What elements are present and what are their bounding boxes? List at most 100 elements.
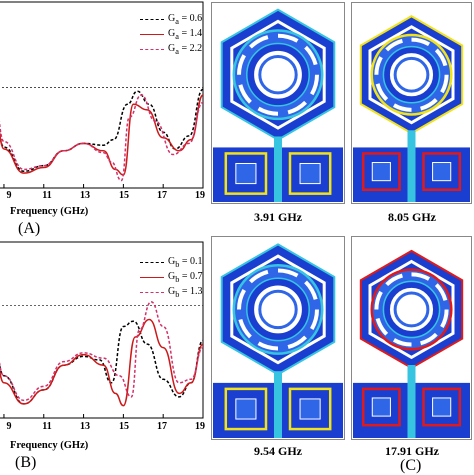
- arc-slot: [304, 280, 318, 300]
- hexagon-slot: [368, 25, 455, 125]
- arc-slot: [375, 317, 389, 336]
- x-tick-label: 9: [6, 421, 12, 432]
- x-tick-label: 11: [42, 421, 52, 432]
- panel-label-b: (B): [15, 454, 37, 471]
- arc-slot: [419, 98, 438, 111]
- x-tick-label: 11: [42, 190, 52, 201]
- arc-slot: [309, 309, 319, 330]
- x-tick-label: 9: [6, 190, 12, 201]
- x-tick-label: 17: [157, 421, 167, 432]
- legend-a: Ga = 0.6 Ga = 1.4 Ga = 2.2: [140, 12, 202, 57]
- center-ring: [258, 289, 298, 330]
- resonator-core: [235, 398, 257, 420]
- x-tick-label: 17: [157, 190, 167, 201]
- arc-slot: [249, 269, 269, 284]
- series-line: [0, 88, 204, 173]
- center-ring: [393, 291, 430, 328]
- map-caption: 9.54 GHz: [254, 444, 302, 458]
- legend-entry: Ga = 0.6: [140, 12, 202, 27]
- plot-a-canvas: [0, 1, 204, 189]
- arc-slot: [440, 309, 449, 328]
- arc-slot: [385, 38, 404, 52]
- center-hole: [254, 285, 302, 334]
- legend-swatch: [140, 262, 164, 263]
- arc-slot: [257, 341, 279, 351]
- field-map-canvas: [211, 2, 345, 204]
- legend-swatch: [140, 277, 164, 278]
- series-line: [0, 94, 204, 176]
- center-hole: [389, 53, 434, 97]
- field-map: [351, 2, 472, 209]
- map-caption: 3.91 GHz: [254, 210, 302, 224]
- feed-line: [274, 371, 282, 438]
- x-axis-label: Frequency (GHz): [10, 206, 89, 217]
- series-line: [0, 301, 204, 402]
- feed-line: [274, 136, 282, 202]
- x-tick-label: 13: [80, 421, 90, 432]
- resonator-core: [371, 397, 391, 417]
- legend-swatch: [140, 292, 164, 293]
- arc-slot: [249, 35, 269, 49]
- feed-line: [407, 365, 416, 438]
- arc-slot: [419, 332, 438, 346]
- arc-slot: [238, 318, 252, 339]
- plot-frame: [0, 241, 204, 419]
- plot-a: Ga = 0.6 Ga = 1.4 Ga = 2.2 9 11 13 15 17…: [0, 0, 205, 240]
- plot-b-canvas: [0, 241, 204, 419]
- resonator-core: [299, 398, 321, 420]
- arc-slot: [440, 74, 449, 94]
- arc-slot: [375, 83, 389, 101]
- panel-label-c: (C): [400, 457, 422, 474]
- arc-slot: [411, 272, 431, 281]
- x-tick-label: 15: [119, 421, 129, 432]
- arc-slot: [238, 84, 252, 104]
- arc-slot: [309, 74, 319, 96]
- resonator-core: [432, 397, 452, 417]
- legend-swatch: [140, 49, 164, 50]
- hexagon-slot: [230, 19, 326, 130]
- series-line: [0, 318, 204, 407]
- feed-line: [407, 130, 416, 202]
- legend-entry: Gb = 0.7: [140, 270, 203, 285]
- plot-b: Gb = 0.1 Gb = 0.7 Gb = 1.3 9 11 13 15 17…: [0, 240, 205, 474]
- arc-slot: [434, 283, 448, 301]
- arc-slot: [392, 338, 412, 347]
- resonator-core: [235, 162, 257, 185]
- center-hole: [254, 50, 302, 99]
- legend-entry: Ga = 1.4: [140, 27, 202, 42]
- legend-entry: Gb = 1.3: [140, 285, 203, 300]
- field-map-canvas: [351, 2, 472, 204]
- map-caption: 8.05 GHz: [388, 210, 436, 224]
- arc-slot: [277, 33, 299, 43]
- arc-slot: [411, 37, 431, 47]
- arc-slot: [287, 100, 307, 115]
- arc-slot: [237, 288, 247, 310]
- legend-b: Gb = 0.1 Gb = 0.7 Gb = 1.3: [140, 255, 203, 300]
- field-map: [211, 236, 345, 445]
- hexagon-slot: [368, 259, 455, 360]
- legend-entry: Ga = 2.2: [140, 42, 202, 57]
- field-map-canvas: [351, 236, 472, 440]
- resonator-core: [299, 162, 321, 185]
- arc-slot: [385, 273, 404, 287]
- x-tick-label: 19: [195, 190, 205, 201]
- arc-slot: [257, 106, 279, 116]
- arc-slot: [277, 268, 299, 278]
- x-axis-label: Frequency (GHz): [10, 440, 89, 451]
- arc-slot: [374, 290, 383, 310]
- x-tick-label: 19: [195, 421, 205, 432]
- legend-entry: Gb = 0.1: [140, 255, 203, 270]
- arc-slot: [392, 103, 412, 112]
- hexagon-slot: [230, 254, 326, 365]
- map-caption: 17.91 GHz: [385, 444, 439, 458]
- resonator-core: [371, 162, 391, 182]
- arc-slot: [287, 335, 307, 350]
- arc-slot: [237, 54, 247, 75]
- x-tick-label: 13: [80, 190, 90, 201]
- field-map-canvas: [211, 236, 345, 440]
- arc-slot: [304, 45, 318, 66]
- arc-slot: [434, 48, 448, 67]
- field-map: [351, 236, 472, 445]
- arc-slot: [374, 56, 383, 75]
